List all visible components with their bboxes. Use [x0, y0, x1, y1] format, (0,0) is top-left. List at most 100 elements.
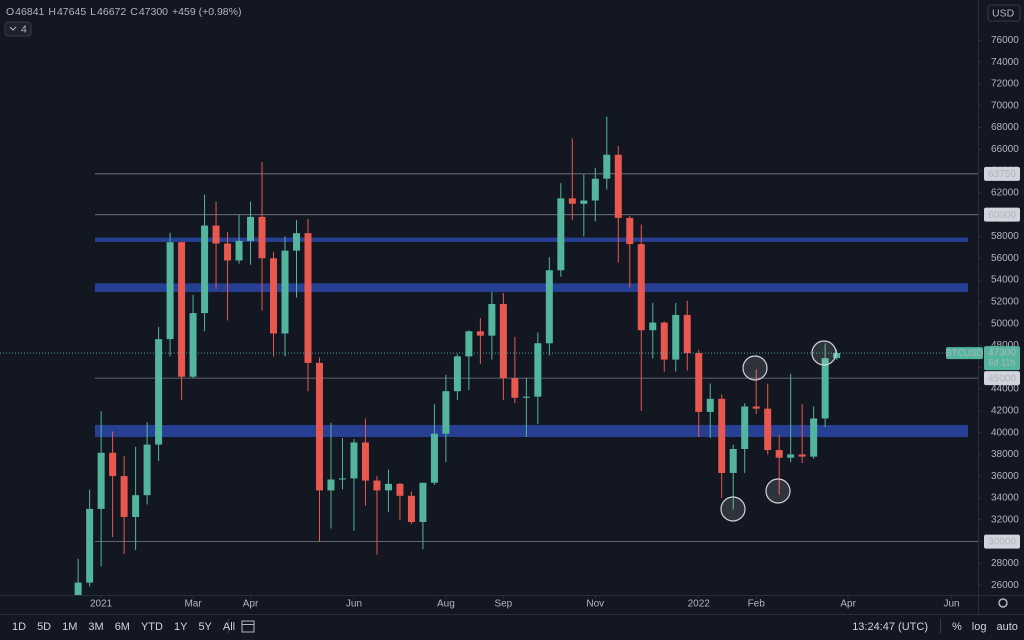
level-label-box — [984, 534, 1020, 549]
candle-body — [821, 358, 829, 419]
level-label: 45000 — [988, 373, 1016, 384]
candle-body — [649, 322, 657, 331]
ohlc-value: 47645 — [57, 6, 86, 18]
settings-icon[interactable] — [998, 598, 1008, 608]
circle-marker — [742, 355, 768, 381]
candle-body — [109, 452, 117, 477]
timeframe-button[interactable]: 6M — [115, 621, 130, 633]
ohlc-value: 46672 — [97, 6, 126, 18]
candle-body — [798, 454, 806, 457]
price-zone — [95, 283, 968, 293]
candle-body — [568, 198, 576, 204]
y-tick-label: 66000 — [991, 144, 1019, 155]
candle-body — [86, 508, 94, 583]
y-tick-label: 72000 — [991, 79, 1019, 90]
y-tick-label: 38000 — [991, 449, 1019, 460]
y-tick-label: 32000 — [991, 514, 1019, 525]
scale-option[interactable]: log — [972, 621, 987, 633]
gear — [998, 598, 1008, 608]
timeframe-button[interactable]: 5D — [37, 621, 51, 633]
y-tick-label: 44000 — [991, 384, 1019, 395]
x-tick-label: Mar — [184, 599, 202, 610]
candle-body — [557, 198, 565, 271]
timeframe-button[interactable]: All — [223, 621, 235, 633]
candle-body — [189, 313, 197, 377]
candle-body — [534, 343, 542, 397]
y-tick-label: 76000 — [991, 35, 1019, 46]
x-tick-label: Feb — [748, 599, 766, 610]
candle-body — [580, 200, 588, 204]
candle-body — [304, 233, 312, 363]
y-tick-label: 28000 — [991, 558, 1019, 569]
candle-body — [672, 314, 680, 360]
y-tick-label: 42000 — [991, 405, 1019, 416]
countdown: 6d 11h — [989, 357, 1016, 367]
y-tick-label: 50000 — [991, 318, 1019, 329]
timeframe-button[interactable]: 1M — [62, 621, 77, 633]
candle-body — [258, 216, 266, 259]
chevron-icon — [9, 26, 17, 31]
candle-body — [545, 270, 553, 344]
candle-body — [741, 406, 749, 449]
candle-body — [810, 418, 818, 457]
candle-body — [373, 480, 381, 491]
candle-body — [660, 322, 668, 360]
level-label: 60000 — [988, 210, 1016, 221]
candle-body — [270, 258, 278, 334]
candle-body — [787, 454, 795, 458]
y-tick-label: 36000 — [991, 471, 1019, 482]
candle-body — [74, 582, 82, 595]
candle-body — [407, 495, 415, 522]
x-tick-label: Nov — [586, 599, 604, 610]
timeframe-button[interactable]: 5Y — [198, 621, 212, 633]
y-tick-label: 48000 — [991, 340, 1019, 351]
currency-button[interactable] — [987, 4, 1021, 22]
timeframe-button[interactable]: YTD — [141, 621, 163, 633]
candle-body — [465, 331, 473, 357]
candle-body — [499, 304, 507, 379]
timeframe-button[interactable]: 3M — [88, 621, 103, 633]
candle-body — [224, 243, 232, 261]
indicator-toggle[interactable] — [4, 21, 32, 37]
candle-body — [419, 482, 427, 522]
candle-body — [143, 444, 151, 496]
candle-body — [430, 433, 438, 483]
annotation-circles — [720, 340, 837, 522]
x-tick-label: Apr — [243, 599, 259, 610]
x-tick-label: Jun — [346, 599, 362, 610]
x-tick-label: 2021 — [90, 599, 113, 610]
candle-body — [637, 244, 645, 331]
candle-body — [201, 225, 209, 314]
candle-body — [488, 304, 496, 336]
candle-body — [155, 339, 163, 445]
candle-body — [752, 406, 760, 409]
level-label: 30000 — [988, 537, 1016, 548]
timeframe-button[interactable]: 1Y — [174, 621, 188, 633]
timeframe-button[interactable]: 1D — [12, 621, 26, 633]
last-price-label: 47300 — [988, 348, 1016, 359]
candle-body — [281, 250, 289, 334]
indicator-count[interactable]: 4 — [21, 23, 27, 35]
candle-body — [442, 391, 450, 434]
date-range-icon[interactable] — [241, 620, 255, 633]
y-tick-label: 70000 — [991, 100, 1019, 111]
candle-body — [247, 216, 255, 241]
symbol-box — [946, 347, 983, 360]
y-tick-label: 54000 — [991, 275, 1019, 286]
level-label: 63750 — [988, 169, 1016, 180]
candle-body — [120, 476, 128, 517]
candle-body — [706, 398, 714, 412]
y-tick-label: 34000 — [991, 493, 1019, 504]
scale-option[interactable]: auto — [996, 621, 1017, 633]
ohlc-key: L — [90, 6, 96, 18]
price-zone — [95, 425, 968, 437]
y-tick-label: 56000 — [991, 253, 1019, 264]
candle-body — [764, 408, 772, 451]
level-label-box — [984, 166, 1020, 181]
candle-body — [315, 362, 323, 491]
y-tick-label: 58000 — [991, 231, 1019, 242]
x-tick-label: Jun — [944, 599, 960, 610]
currency[interactable]: USD — [992, 7, 1015, 19]
scale-option[interactable]: % — [952, 621, 962, 633]
candle-body — [729, 448, 737, 473]
